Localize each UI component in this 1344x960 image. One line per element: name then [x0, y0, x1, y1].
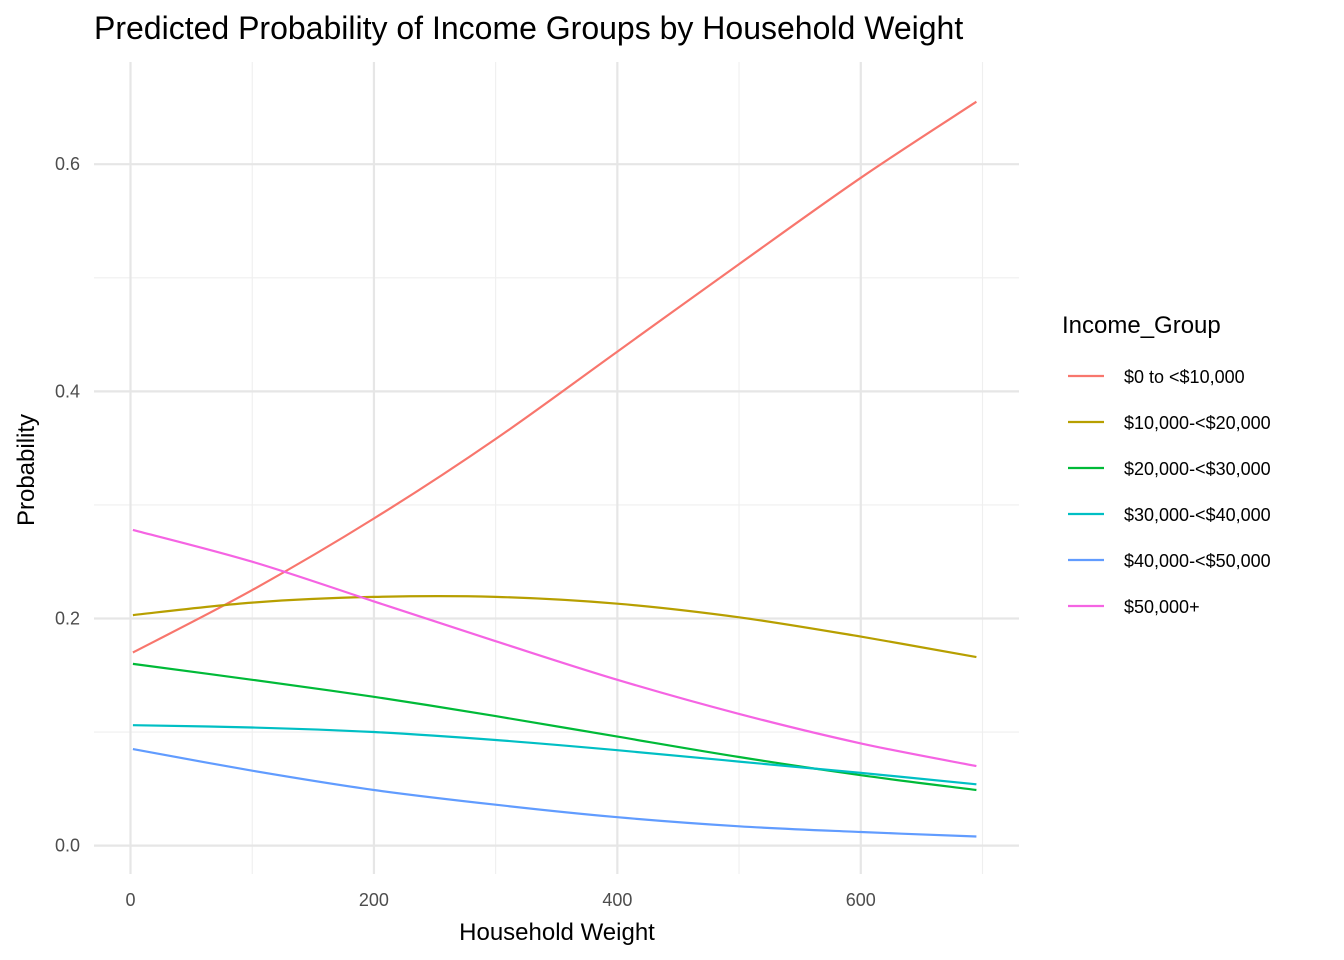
legend-label: $50,000+ [1124, 597, 1200, 617]
y-tick-label: 0.2 [55, 608, 80, 628]
x-axis-title: Household Weight [459, 919, 655, 946]
legend-label: $30,000-<$40,000 [1124, 505, 1271, 525]
legend-items: $0 to <$10,000 $10,000-<$20,000 $20,000-<$… [1068, 367, 1271, 617]
series-line [132, 100, 978, 654]
legend-item: $20,000-<$30,000 [1068, 459, 1271, 479]
y-tick-label: 0.6 [55, 154, 80, 174]
legend-label: $10,000-<$20,000 [1124, 413, 1271, 433]
legend-item: $30,000-<$40,000 [1068, 505, 1271, 525]
gridlines [94, 62, 1019, 874]
legend-item: $40,000-<$50,000 [1068, 551, 1271, 571]
series-line [132, 724, 977, 786]
x-tick-label: 400 [602, 890, 632, 910]
y-axis-ticks: 0.0 0.2 0.4 0.6 [55, 154, 80, 855]
y-axis-title: Probability [13, 414, 40, 526]
legend: Income_Group $0 to <$10,000 $10,000-<$20,… [1062, 312, 1271, 617]
y-tick-label: 0.4 [55, 381, 80, 401]
series-line [132, 748, 977, 838]
x-tick-label: 600 [846, 890, 876, 910]
chart-title: Predicted Probability of Income Groups b… [94, 10, 963, 46]
legend-label: $40,000-<$50,000 [1124, 551, 1271, 571]
x-tick-label: 0 [126, 890, 136, 910]
y-tick-label: 0.0 [55, 836, 80, 856]
series-lines [132, 100, 978, 838]
x-axis-ticks: 0 200 400 600 [126, 890, 876, 910]
legend-item: $50,000+ [1068, 597, 1200, 617]
legend-item: $10,000-<$20,000 [1068, 413, 1271, 433]
series-line [132, 528, 977, 768]
series-line [132, 662, 977, 792]
legend-label: $20,000-<$30,000 [1124, 459, 1271, 479]
legend-label: $0 to <$10,000 [1124, 367, 1245, 387]
legend-title: Income_Group [1062, 312, 1221, 339]
legend-item: $0 to <$10,000 [1068, 367, 1245, 387]
x-tick-label: 200 [359, 890, 389, 910]
series-line [132, 595, 977, 659]
